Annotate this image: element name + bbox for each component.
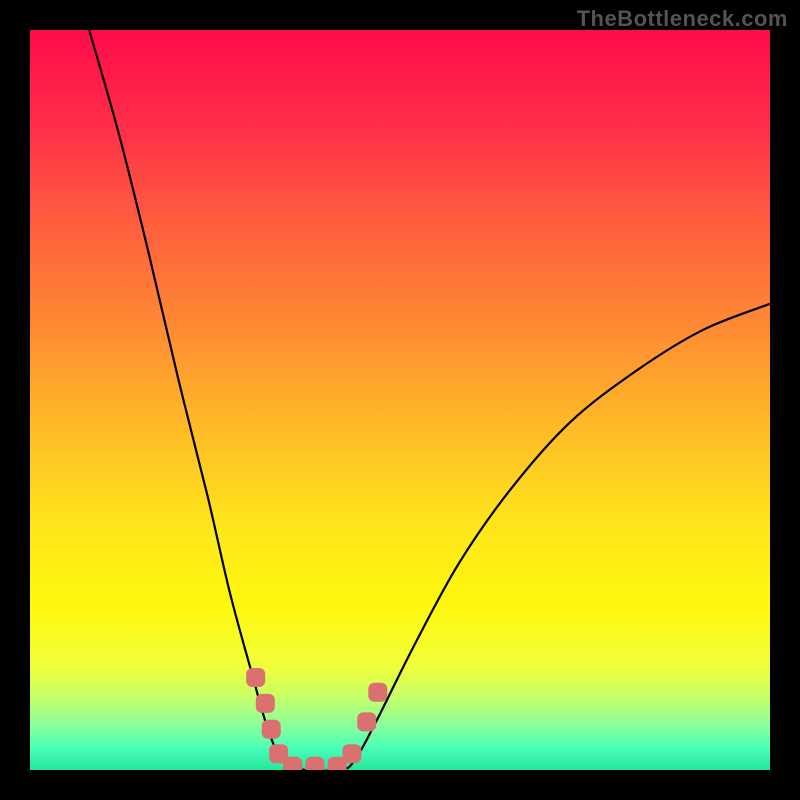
data-marker bbox=[305, 757, 324, 770]
bottleneck-chart: TheBottleneck.com bbox=[0, 0, 800, 800]
plot-svg bbox=[30, 30, 770, 770]
data-marker bbox=[283, 757, 302, 770]
data-marker bbox=[342, 744, 361, 763]
gradient-background bbox=[30, 30, 770, 770]
data-marker bbox=[256, 694, 275, 713]
data-marker bbox=[262, 720, 281, 739]
data-marker bbox=[357, 712, 376, 731]
data-marker bbox=[368, 683, 387, 702]
watermark-text: TheBottleneck.com bbox=[577, 6, 788, 31]
data-marker bbox=[246, 668, 265, 687]
watermark-container: TheBottleneck.com bbox=[577, 6, 788, 32]
